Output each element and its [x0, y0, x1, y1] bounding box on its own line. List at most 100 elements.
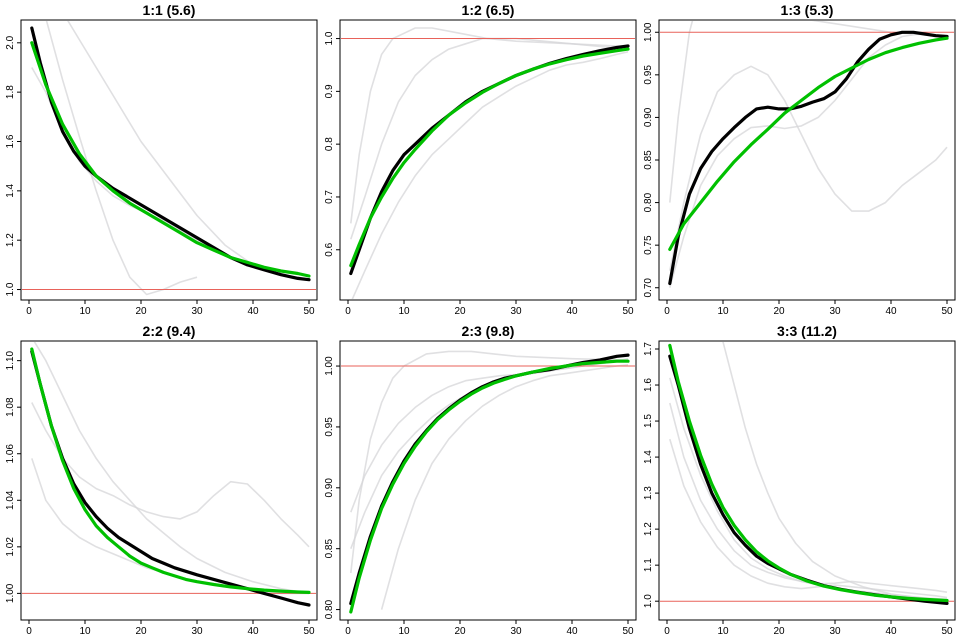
x-tick-label: 50	[941, 626, 953, 637]
x-tick-label: 20	[773, 626, 785, 637]
y-tick-label: 1.02	[5, 537, 16, 557]
panel-frame	[339, 340, 637, 621]
series-line-background	[350, 359, 629, 549]
x-tick-label: 0	[26, 626, 32, 637]
x-tick-label: 0	[345, 626, 351, 637]
y-tick-label: 1.4	[643, 450, 654, 464]
y-tick-label: 1.10	[5, 350, 16, 370]
y-tick-label: 2.0	[5, 35, 16, 49]
y-tick-label: 0.90	[643, 107, 654, 127]
panel-title: 1:3 (5.3)	[781, 2, 834, 18]
panel-title: 2:3 (9.8)	[462, 323, 515, 339]
y-tick-label: 1.2	[5, 233, 16, 247]
series-line-background	[669, 21, 948, 203]
x-tick-label: 0	[664, 306, 670, 317]
series-line-background	[350, 37, 629, 240]
y-tick-label: 0.75	[643, 235, 654, 255]
x-tick-label: 10	[398, 626, 410, 637]
x-tick-label: 30	[829, 306, 841, 317]
x-tick-label: 0	[26, 306, 32, 317]
x-tick-label: 30	[191, 626, 203, 637]
x-tick-label: 10	[398, 306, 410, 317]
series-line-fit	[349, 359, 630, 614]
series-line-background	[380, 364, 629, 610]
plot-area	[22, 21, 316, 296]
y-tick-label: 1.06	[5, 444, 16, 464]
y-tick-label: 0.6	[324, 242, 335, 256]
y-tick-label: 1.04	[5, 490, 16, 510]
series-line-fit	[668, 343, 949, 603]
panel-frame	[658, 19, 956, 301]
x-tick-label: 10	[79, 626, 91, 637]
panel-frame	[658, 340, 956, 621]
x-tick-label: 50	[303, 626, 315, 637]
x-tick-label: 50	[622, 626, 634, 637]
y-tick-label: 1.08	[5, 397, 16, 417]
x-tick-label: 40	[247, 306, 259, 317]
series-line-fit	[30, 347, 311, 595]
plot-area	[660, 342, 954, 606]
series-line-data	[349, 44, 630, 276]
series-line-background	[33, 342, 310, 595]
series-line-background	[350, 357, 629, 513]
series-line-background	[31, 402, 310, 548]
series-line-data	[30, 349, 311, 607]
y-tick-label: 0.70	[643, 278, 654, 298]
y-tick-label: 1.1	[643, 558, 654, 572]
x-tick-label: 30	[191, 306, 203, 317]
series-line-background	[669, 438, 948, 599]
y-tick-label: 0.80	[643, 192, 654, 212]
y-tick-label: 1.6	[643, 378, 654, 392]
panel-frame	[20, 19, 318, 301]
x-tick-label: 40	[885, 626, 897, 637]
y-tick-label: 1.7	[643, 342, 654, 356]
chart-panel: 1:3 (5.3) 0 10 20 30 40 50 0.70 0.75 0.80 0.85 0.90…	[643, 2, 956, 317]
x-tick-label: 30	[510, 306, 522, 317]
y-tick-label: 1.8	[5, 85, 16, 99]
y-tick-label: 1.00	[5, 583, 16, 603]
y-tick-label: 0.7	[324, 190, 335, 204]
y-tick-label: 1.4	[5, 183, 16, 197]
y-tick-label: 1.5	[643, 414, 654, 428]
y-tick-label: 0.80	[324, 599, 335, 619]
series-line-fit	[349, 47, 630, 268]
chart-panel: 1:1 (5.6) 0 10 20 30 40 50 1.0 1.2 1.4 1.6 1.8 2.0	[5, 2, 318, 317]
series-line-background	[722, 342, 948, 601]
y-tick-label: 0.9	[324, 84, 335, 98]
x-tick-label: 50	[941, 306, 953, 317]
x-tick-label: 0	[345, 306, 351, 317]
plot-area	[660, 21, 954, 288]
x-tick-label: 30	[510, 626, 522, 637]
plot-area	[341, 27, 635, 299]
series-line-data	[30, 26, 311, 282]
chart-panel: 2:2 (9.4) 0 10 20 30 40 50 1.00 1.02 1.04 1.06 1.08…	[5, 323, 318, 637]
y-tick-label: 1.0	[5, 282, 16, 296]
series-line-background	[669, 33, 948, 288]
chart-panel: 1:2 (6.5) 0 10 20 30 40 50 0.6 0.7 0.8 0.9 1.0	[324, 2, 637, 317]
x-tick-label: 20	[135, 626, 147, 637]
x-tick-label: 20	[454, 626, 466, 637]
series-line-data	[668, 30, 949, 286]
y-tick-label: 1.00	[324, 356, 335, 376]
x-tick-label: 40	[566, 306, 578, 317]
x-tick-label: 20	[773, 306, 785, 317]
y-tick-label: 1.6	[5, 134, 16, 148]
y-tick-label: 0.8	[324, 137, 335, 151]
y-tick-label: 1.3	[643, 486, 654, 500]
y-tick-label: 0.95	[324, 417, 335, 437]
x-tick-label: 10	[717, 306, 729, 317]
x-tick-label: 30	[829, 626, 841, 637]
x-tick-label: 40	[566, 626, 578, 637]
y-tick-label: 1.0	[643, 594, 654, 608]
panel-title: 1:1 (5.6)	[143, 2, 196, 18]
x-tick-label: 50	[622, 306, 634, 317]
x-tick-label: 20	[454, 306, 466, 317]
x-tick-label: 10	[79, 306, 91, 317]
x-tick-label: 40	[885, 306, 897, 317]
plot-area	[22, 342, 316, 607]
y-tick-label: 1.2	[643, 522, 654, 536]
x-tick-label: 50	[303, 306, 315, 317]
y-tick-label: 1.0	[324, 31, 335, 45]
y-tick-label: 0.85	[324, 539, 335, 559]
